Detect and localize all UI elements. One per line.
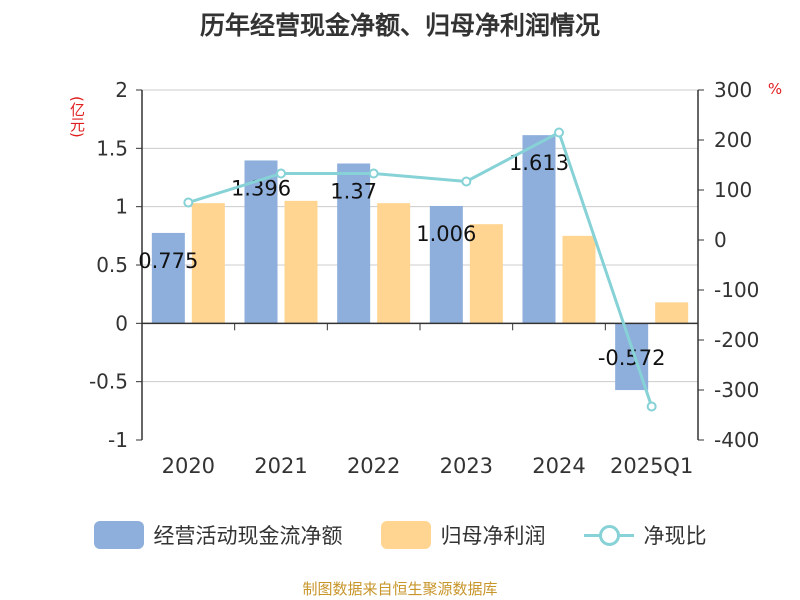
bar-cash-flow bbox=[151, 232, 185, 324]
right-axis-unit: % bbox=[767, 80, 783, 98]
y-left-tick-label: 0.5 bbox=[96, 253, 128, 277]
y-right-tick-label: 100 bbox=[714, 178, 752, 202]
y-left-tick-label: 1.5 bbox=[96, 136, 128, 160]
bar-cash-flow bbox=[429, 205, 463, 324]
left-axis-unit: (亿元) bbox=[68, 96, 86, 138]
legend-item-net-profit[interactable]: 归母净利润 bbox=[380, 520, 546, 550]
bar-net-profit bbox=[655, 302, 689, 324]
legend: 经营活动现金流净额 归母净利润 净现比 bbox=[0, 515, 800, 555]
y-right-tick-label: -200 bbox=[714, 328, 759, 352]
bar-cash-flow bbox=[244, 160, 278, 324]
x-tick-label: 2024 bbox=[532, 454, 585, 478]
legend-item-ratio[interactable]: 净现比 bbox=[583, 520, 707, 550]
ratio-point bbox=[646, 401, 657, 412]
y-right-tick-label: 300 bbox=[714, 78, 752, 102]
bar-cash-flow bbox=[337, 163, 371, 324]
bar-cash-flow bbox=[522, 135, 556, 324]
legend-label-ratio: 净现比 bbox=[643, 524, 707, 548]
data-label-cash-flow: 1.006 bbox=[416, 222, 476, 246]
chart-title: 历年经营现金净额、归母净利润情况 bbox=[199, 11, 600, 40]
bar-net-profit bbox=[284, 200, 318, 324]
data-source-note: 制图数据来自恒生聚源数据库 bbox=[302, 580, 498, 598]
data-label-cash-flow: 1.37 bbox=[330, 180, 377, 204]
x-tick-label: 2021 bbox=[254, 454, 307, 478]
y-left-tick-label: -1 bbox=[108, 428, 128, 452]
x-tick-label: 2020 bbox=[162, 454, 215, 478]
bar-net-profit bbox=[469, 224, 503, 324]
bar-net-profit bbox=[191, 203, 225, 324]
y-right-tick-label: -400 bbox=[714, 428, 759, 452]
bar-net-profit bbox=[377, 203, 411, 324]
legend-label-net-profit: 归母净利润 bbox=[440, 524, 546, 548]
legend-swatch-cash-flow bbox=[93, 521, 144, 549]
legend-label-cash-flow: 经营活动现金流净额 bbox=[153, 524, 343, 548]
y-left-tick-label: -0.5 bbox=[89, 370, 128, 394]
y-right-tick-label: 200 bbox=[714, 128, 752, 152]
x-tick-label: 2025Q1 bbox=[610, 454, 693, 478]
ratio-point bbox=[183, 197, 194, 208]
y-left-tick-label: 0 bbox=[115, 311, 128, 335]
x-tick-label: 2022 bbox=[347, 454, 400, 478]
ratio-point bbox=[276, 168, 286, 179]
legend-swatch-ratio bbox=[583, 521, 634, 549]
ratio-line bbox=[187, 130, 654, 407]
y-right-tick-label: -300 bbox=[714, 378, 759, 402]
y-left-tick-label: 2 bbox=[115, 78, 128, 102]
legend-item-cash-flow[interactable]: 经营活动现金流净额 bbox=[93, 520, 343, 550]
ratio-point bbox=[461, 176, 472, 187]
y-right-tick-label: -100 bbox=[714, 278, 759, 302]
y-left-tick-label: 1 bbox=[115, 195, 128, 219]
data-label-cash-flow: 0.775 bbox=[138, 249, 198, 273]
x-tick-label: 2023 bbox=[440, 454, 493, 478]
bar-net-profit bbox=[562, 235, 596, 324]
legend-swatch-net-profit bbox=[380, 521, 431, 549]
ratio-point bbox=[554, 127, 564, 138]
y-right-tick-label: 0 bbox=[714, 228, 727, 252]
ratio-point bbox=[368, 168, 379, 179]
